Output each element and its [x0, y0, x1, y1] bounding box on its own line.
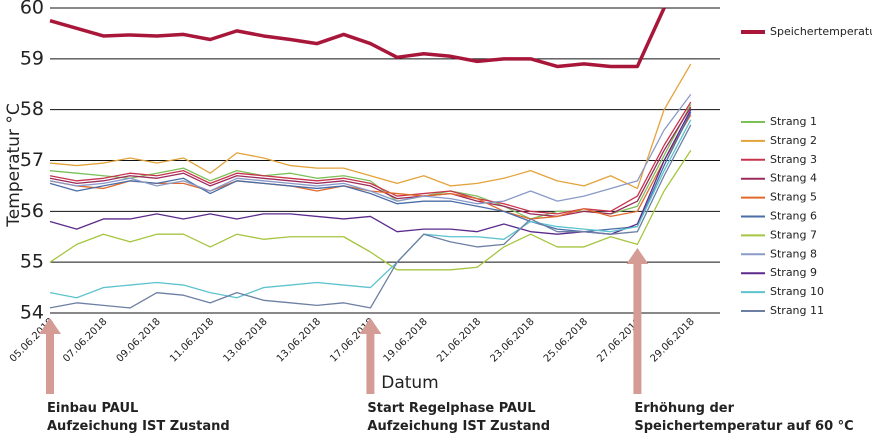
legend-label: Speichertemperatur — [770, 25, 872, 38]
arrow-shaft — [633, 262, 642, 394]
plot — [49, 7, 692, 309]
series-line — [49, 119, 692, 299]
series-line — [49, 101, 692, 215]
series-line — [49, 63, 692, 190]
annotation: Start Regelphase PAUL — [367, 401, 535, 416]
legend-label: Strang 8 — [770, 247, 817, 260]
x-tick-label: 11.06.2018 — [168, 316, 216, 364]
x-tick-label: 29.06.2018 — [649, 316, 697, 364]
y-tick-label: 57 — [20, 149, 44, 171]
legend-label: Strang 10 — [770, 285, 824, 298]
arrow-shaft — [366, 332, 375, 394]
legend-label: Strang 3 — [770, 153, 817, 166]
x-tick-label: 19.06.2018 — [382, 316, 430, 364]
arrow-head — [359, 318, 382, 334]
series-line — [49, 124, 692, 309]
legend-label: Strang 2 — [770, 134, 817, 147]
series-line — [49, 111, 692, 233]
series-line — [49, 114, 692, 220]
legend-label: Strang 5 — [770, 191, 817, 204]
series-line — [49, 94, 692, 205]
legend-label: Strang 1 — [770, 115, 817, 128]
y-tick-label: 59 — [20, 47, 44, 69]
x-tick-label: 23.06.2018 — [488, 316, 536, 364]
x-tick-label: 13.06.2018 — [221, 316, 269, 364]
y-tick-label: 55 — [20, 251, 44, 273]
series-line — [49, 106, 692, 218]
series-line — [49, 104, 692, 220]
legend-label: Strang 7 — [770, 228, 817, 241]
legend-label: Strang 6 — [770, 210, 817, 223]
x-tick-label: 21.06.2018 — [435, 316, 483, 364]
x-tick-label: 07.06.2018 — [61, 316, 109, 364]
arrow-head — [39, 318, 61, 334]
x-tick-label: 09.06.2018 — [115, 316, 163, 364]
y-tick-label: 56 — [20, 200, 44, 222]
y-tick-label: 58 — [20, 98, 44, 120]
x-tick-label: 25.06.2018 — [542, 316, 590, 364]
annotation: Einbau PAUL — [47, 401, 138, 416]
annotation: Aufzeichung IST Zustand — [47, 419, 230, 434]
legend-label: Strang 9 — [770, 266, 817, 279]
x-tick-label: 13.06.2018 — [275, 316, 323, 364]
legend-label: Strang 4 — [770, 172, 817, 185]
series-line — [49, 109, 692, 235]
arrow-head — [626, 248, 649, 264]
legend-label: Strang 11 — [770, 304, 824, 317]
y-tick-label: 54 — [20, 302, 44, 324]
annotation: Speichertemperatur auf 60 °C — [634, 419, 853, 434]
series-line — [49, 149, 692, 271]
y-axis-label: Temperatur °C — [4, 103, 24, 227]
series-line — [49, 7, 666, 69]
y-tick-label: 60 — [20, 0, 44, 19]
annotation: Erhöhung der — [634, 401, 734, 416]
annotation: Aufzeichung IST Zustand — [367, 419, 550, 434]
arrow-shaft — [46, 332, 54, 394]
x-axis-label: Datum — [381, 373, 439, 393]
